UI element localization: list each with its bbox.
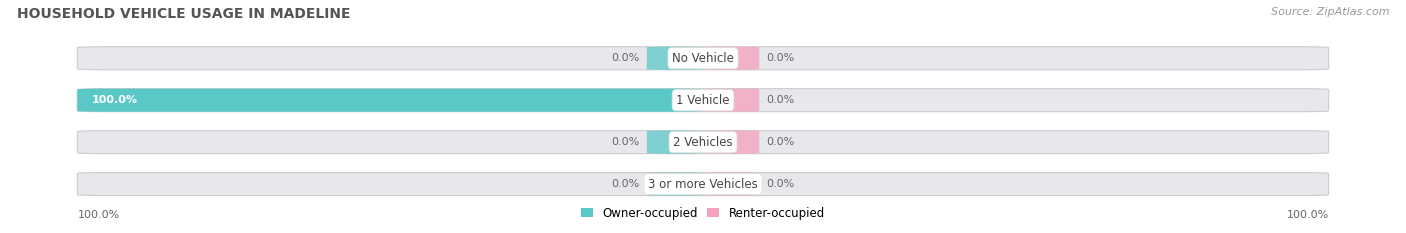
Text: 0.0%: 0.0%: [766, 179, 794, 189]
Text: 0.0%: 0.0%: [766, 137, 794, 147]
FancyBboxPatch shape: [77, 89, 1329, 112]
FancyBboxPatch shape: [77, 172, 1329, 196]
Text: 100.0%: 100.0%: [1286, 210, 1329, 220]
Legend: Owner-occupied, Renter-occupied: Owner-occupied, Renter-occupied: [576, 202, 830, 225]
Text: 2 Vehicles: 2 Vehicles: [673, 136, 733, 149]
FancyBboxPatch shape: [703, 89, 759, 112]
Text: 0.0%: 0.0%: [612, 179, 640, 189]
FancyBboxPatch shape: [647, 172, 703, 196]
FancyBboxPatch shape: [77, 89, 703, 112]
FancyBboxPatch shape: [647, 130, 703, 154]
FancyBboxPatch shape: [647, 47, 703, 70]
FancyBboxPatch shape: [703, 47, 759, 70]
Text: 3 or more Vehicles: 3 or more Vehicles: [648, 178, 758, 191]
Text: 0.0%: 0.0%: [766, 95, 794, 105]
FancyBboxPatch shape: [77, 47, 1329, 70]
Text: No Vehicle: No Vehicle: [672, 52, 734, 65]
Text: Source: ZipAtlas.com: Source: ZipAtlas.com: [1271, 7, 1389, 17]
Text: 100.0%: 100.0%: [77, 210, 120, 220]
Text: 0.0%: 0.0%: [612, 53, 640, 63]
FancyBboxPatch shape: [77, 130, 1329, 154]
Text: 100.0%: 100.0%: [91, 95, 138, 105]
FancyBboxPatch shape: [703, 130, 759, 154]
Text: 0.0%: 0.0%: [612, 137, 640, 147]
Text: HOUSEHOLD VEHICLE USAGE IN MADELINE: HOUSEHOLD VEHICLE USAGE IN MADELINE: [17, 7, 350, 21]
Text: 1 Vehicle: 1 Vehicle: [676, 94, 730, 107]
Text: 0.0%: 0.0%: [766, 53, 794, 63]
FancyBboxPatch shape: [703, 172, 759, 196]
